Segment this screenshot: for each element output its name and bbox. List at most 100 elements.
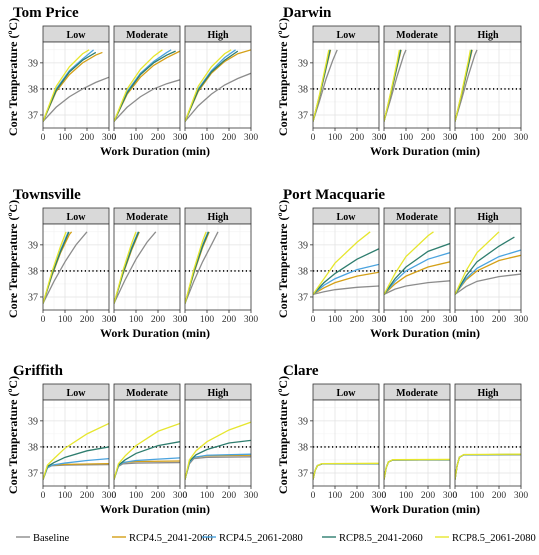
chart-title: Port Macquarie [283, 187, 385, 203]
y-axis-label: Core Temperature (ºC) [276, 18, 290, 136]
x-tick-label: 200 [350, 133, 365, 143]
x-tick-label: 0 [41, 491, 46, 501]
x-tick-label: 0 [311, 133, 316, 143]
x-tick-label: 100 [399, 315, 414, 325]
x-tick-label: 300 [443, 491, 458, 501]
x-tick-label: 0 [382, 315, 387, 325]
y-tick-label: 39 [298, 240, 308, 251]
panel-border [42, 223, 110, 311]
y-tick-label: 38 [298, 442, 308, 453]
x-tick-label: 200 [151, 315, 166, 325]
panel-border [383, 223, 451, 311]
panel-strip-label: High [477, 212, 499, 223]
panel-border [454, 399, 522, 487]
panel-border [113, 223, 181, 311]
x-tick-label: 0 [382, 133, 387, 143]
x-tick-label: 200 [80, 491, 95, 501]
x-axis-label: Work Duration (min) [370, 326, 480, 340]
chart-title: Griffith [13, 363, 64, 379]
series-line-4 [185, 49, 232, 122]
x-tick-label: 300 [102, 315, 117, 325]
x-tick-label: 200 [80, 315, 95, 325]
series-line-4 [43, 49, 90, 122]
x-tick-label: 300 [244, 133, 259, 143]
panel-moderate: Moderate 0 100 200 300 [382, 207, 458, 325]
panel-high: High 0 100 200 300 [453, 383, 529, 501]
y-tick-label: 38 [28, 442, 38, 453]
panel-border [454, 41, 522, 129]
x-tick-label: 0 [453, 133, 458, 143]
y-tick-label: 37 [28, 292, 38, 303]
legend-label: RCP8.5_2061-2080 [452, 533, 536, 544]
x-tick-label: 100 [58, 491, 73, 501]
x-tick-label: 200 [492, 315, 507, 325]
chart-title: Darwin [283, 5, 332, 21]
series-line-0 [185, 231, 219, 304]
panel-border [113, 41, 181, 129]
y-tick-label: 37 [298, 110, 308, 121]
panel-strip-label: Moderate [126, 30, 168, 41]
panel-border [312, 223, 380, 311]
panel-low: Low 0 100 200 300 37 38 39 [298, 25, 386, 143]
y-axis-label: Core Temperature (ºC) [6, 200, 20, 318]
chart-title: Clare [283, 363, 319, 379]
x-tick-label: 200 [222, 491, 237, 501]
x-tick-label: 200 [492, 133, 507, 143]
series-line-4 [384, 458, 450, 480]
panel-strip-label: Low [337, 388, 357, 399]
x-tick-label: 200 [151, 133, 166, 143]
x-tick-label: 300 [514, 133, 529, 143]
y-tick-label: 39 [28, 416, 38, 427]
x-tick-label: 0 [453, 491, 458, 501]
x-tick-label: 200 [421, 315, 436, 325]
x-tick-label: 100 [470, 315, 485, 325]
series-line-2 [455, 249, 521, 295]
y-tick-label: 37 [28, 468, 38, 479]
x-tick-label: 0 [41, 315, 46, 325]
series-line-0 [43, 76, 109, 122]
x-axis-label: Work Duration (min) [100, 326, 210, 340]
series-line-3 [384, 242, 450, 295]
x-tick-label: 0 [311, 491, 316, 501]
x-tick-label: 100 [399, 491, 414, 501]
series-line-4 [185, 231, 207, 304]
y-tick-label: 39 [28, 58, 38, 69]
panel-border [312, 41, 380, 129]
x-tick-label: 300 [443, 133, 458, 143]
panel-strip-label: High [207, 212, 229, 223]
x-tick-label: 100 [129, 491, 144, 501]
series-line-4 [43, 422, 109, 480]
y-tick-label: 39 [298, 416, 308, 427]
chart-title: Tom Price [13, 5, 79, 21]
x-tick-label: 100 [399, 133, 414, 143]
x-tick-label: 0 [382, 491, 387, 501]
panel-border [454, 223, 522, 311]
panel-border [383, 399, 451, 487]
panel-low: Low 0 100 200 300 37 38 39 [298, 207, 386, 325]
panel-low: Low 0 100 200 300 37 38 39 [28, 207, 117, 325]
series-line-4 [313, 231, 371, 295]
x-tick-label: 200 [350, 491, 365, 501]
y-tick-label: 38 [298, 84, 308, 95]
series-line-0 [455, 273, 521, 295]
x-axis-label: Work Duration (min) [370, 502, 480, 516]
series-line-4 [114, 422, 180, 480]
panel-border [383, 41, 451, 129]
x-tick-label: 100 [129, 315, 144, 325]
legend-label: Baseline [33, 533, 69, 544]
panel-strip-label: Moderate [396, 30, 438, 41]
series-line-2 [384, 252, 450, 295]
panel-strip-label: High [207, 388, 229, 399]
series-line-3 [185, 50, 239, 122]
x-tick-label: 300 [173, 133, 188, 143]
x-tick-label: 100 [328, 491, 343, 501]
x-tick-label: 300 [443, 315, 458, 325]
x-tick-label: 100 [328, 133, 343, 143]
series-line-4 [313, 49, 330, 122]
x-tick-label: 300 [514, 491, 529, 501]
panel-border [184, 41, 252, 129]
